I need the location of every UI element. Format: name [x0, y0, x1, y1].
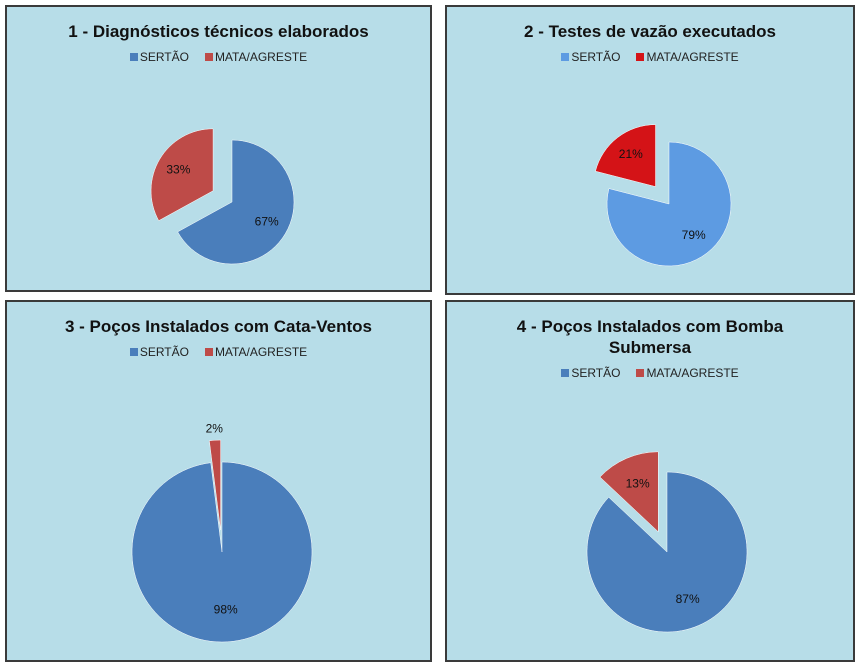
- pie-chart: 98% 2%: [131, 422, 313, 643]
- legend-swatch: [561, 53, 570, 61]
- pie-slice: [150, 128, 214, 222]
- legend-item: SERTÃO: [561, 366, 620, 380]
- legend-swatch: [204, 53, 213, 61]
- legend-swatch: [561, 369, 570, 377]
- legend-label: MATA/AGRESTE: [214, 345, 308, 359]
- pie-slice: [209, 439, 221, 531]
- pie-slice: [599, 451, 659, 533]
- chart-panel: 98% 2% 3 - Poços Instalados com Cata-Vento…: [5, 300, 432, 662]
- pie-chart: 87% 13%: [586, 451, 748, 633]
- data-label: 98%: [214, 603, 238, 617]
- pie-chart: 79% 21%: [595, 124, 732, 267]
- data-label: 13%: [626, 476, 650, 490]
- chart-title: 1 - Diagnósticos técnicos elaborados: [68, 22, 369, 41]
- chart-panel: 87% 13% 4 - Poços Instalados com Bomba Sub…: [445, 300, 855, 662]
- legend-item: MATA/AGRESTE: [204, 345, 308, 359]
- chart-title: 2 - Testes de vazão executados: [524, 22, 776, 41]
- pie-slice: [586, 471, 748, 633]
- data-label: 21%: [619, 147, 643, 161]
- legend-label: SERTÃO: [139, 345, 189, 359]
- legend-label: MATA/AGRESTE: [646, 366, 739, 380]
- pie-slice: [131, 461, 313, 643]
- legend-item: MATA/AGRESTE: [204, 50, 308, 64]
- chart-panel: 79% 21% 2 - Testes de vazão executados SERT…: [445, 5, 855, 295]
- legend: SERTÃO MATA/AGRESTE: [447, 366, 853, 380]
- pie-chart: 67% 33%: [150, 128, 295, 265]
- legend-item: MATA/AGRESTE: [636, 366, 739, 380]
- pie-slice: [606, 141, 732, 267]
- legend-label: SERTÃO: [571, 366, 621, 380]
- data-label: 2%: [206, 422, 224, 436]
- chart-title: 3 - Poços Instalados com Cata-Ventos: [64, 317, 373, 336]
- legend-label: MATA/AGRESTE: [646, 50, 739, 64]
- legend-item: MATA/AGRESTE: [636, 50, 739, 64]
- legend-label: MATA/AGRESTE: [214, 50, 308, 64]
- legend-label: SERTÃO: [139, 50, 189, 64]
- legend-swatch: [636, 53, 645, 61]
- legend-swatch: [636, 369, 645, 377]
- data-label: 79%: [682, 228, 706, 242]
- data-label: 87%: [676, 592, 700, 606]
- legend-item: SERTÃO: [129, 50, 189, 64]
- chart-panel: 67% 33% 1 - Diagnósticos técnicos elaborad…: [5, 5, 432, 292]
- chart-title: 4 - Poços Instalados com Bomba Submersa: [516, 317, 784, 357]
- legend: SERTÃO MATA/AGRESTE: [447, 50, 853, 64]
- legend-item: SERTÃO: [561, 50, 620, 64]
- pie-slice: [177, 139, 295, 265]
- data-label: 33%: [166, 162, 190, 176]
- pie-slice: [595, 124, 656, 187]
- data-label: 67%: [255, 215, 279, 229]
- legend-swatch: [129, 348, 138, 356]
- legend: SERTÃO MATA/AGRESTE: [7, 50, 430, 64]
- legend-item: SERTÃO: [129, 345, 189, 359]
- legend-swatch: [129, 53, 138, 61]
- legend-label: SERTÃO: [571, 50, 621, 64]
- legend-swatch: [204, 348, 213, 356]
- legend: SERTÃO MATA/AGRESTE: [7, 345, 430, 359]
